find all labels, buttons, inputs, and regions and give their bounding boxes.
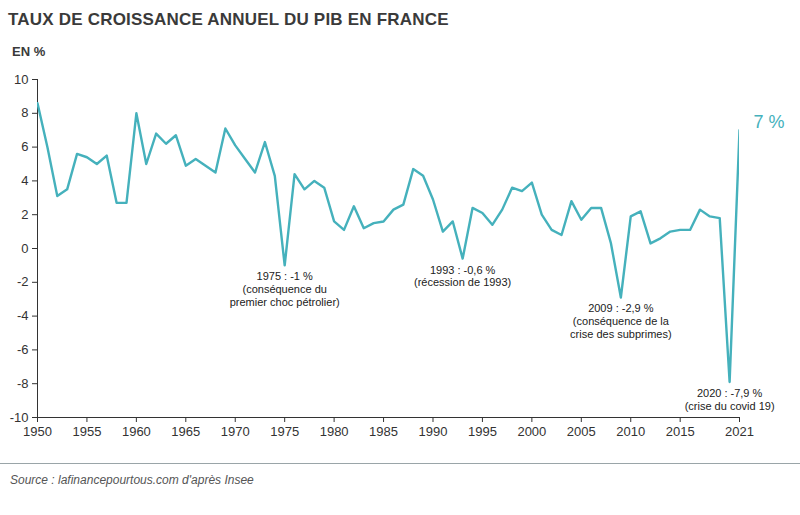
svg-text:1965: 1965 [171,424,200,439]
svg-text:1995: 1995 [468,424,497,439]
svg-text:4: 4 [21,173,28,188]
html-text:Source : lafinancepourtous.com: Source : lafinancepourtous.com d'après I… [10,473,254,487]
svg-text:1985: 1985 [369,424,398,439]
svg-text:1975: 1975 [270,424,299,439]
svg-text:6: 6 [21,139,28,154]
svg-text:1993 : -0,6 %(récession de 199: 1993 : -0,6 %(récession de 1993) [414,264,511,289]
svg-text:-2: -2 [17,274,29,289]
svg-text:2005: 2005 [567,424,596,439]
svg-text:2: 2 [21,207,28,222]
svg-text:2010: 2010 [616,424,645,439]
svg-text:-4: -4 [17,308,29,323]
svg-text:7 %: 7 % [754,112,785,132]
svg-text:1960: 1960 [122,424,151,439]
svg-text:1950: 1950 [23,424,52,439]
svg-text:-6: -6 [17,342,29,357]
svg-text:-8: -8 [17,376,29,391]
svg-text:1975 : -1 %(conséquence duprem: 1975 : -1 %(conséquence dupremier choc p… [230,270,340,307]
svg-text:0: 0 [21,241,28,256]
svg-text:-10: -10 [10,410,29,425]
svg-text:10: 10 [14,72,28,87]
html-text:EN %: EN % [12,44,46,59]
svg-text:2021: 2021 [725,424,754,439]
svg-text:1980: 1980 [320,424,349,439]
html-text:TAUX DE CROISSANCE ANNUEL DU P: TAUX DE CROISSANCE ANNUEL DU PIB EN FRAN… [8,10,449,29]
svg-text:1955: 1955 [72,424,101,439]
svg-text:2020 : -7,9 %(crise du covid 1: 2020 : -7,9 %(crise du covid 19) [685,387,775,412]
svg-text:2009 : -2,9 %(conséquence de l: 2009 : -2,9 %(conséquence de lacrise des… [570,302,671,339]
svg-text:2000: 2000 [517,424,546,439]
svg-text:1990: 1990 [419,424,448,439]
svg-text:1970: 1970 [221,424,250,439]
svg-text:8: 8 [21,105,28,120]
svg-text:2015: 2015 [666,424,695,439]
